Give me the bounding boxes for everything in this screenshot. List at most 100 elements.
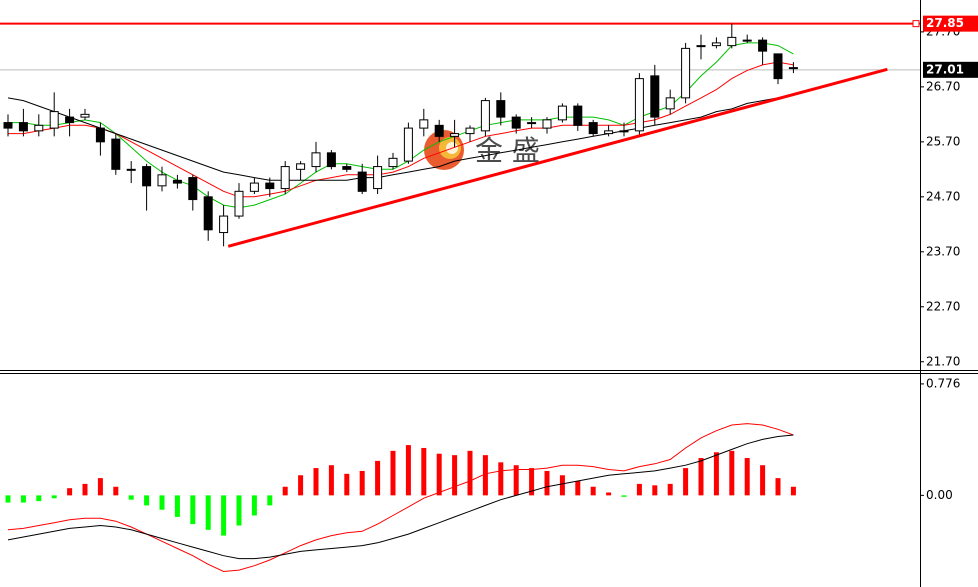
- y-tick-label: 21.70: [926, 354, 960, 368]
- macd-bar: [174, 495, 180, 517]
- macd-bar: [467, 450, 473, 496]
- macd-bar: [236, 495, 242, 526]
- candle-body: [111, 138, 121, 170]
- macd-bar: [298, 475, 304, 496]
- macd-bar: [498, 462, 504, 496]
- macd-bar: [267, 495, 273, 506]
- candle-body: [480, 100, 490, 132]
- y-tick-label: 24.70: [926, 189, 960, 203]
- macd-bar: [667, 483, 673, 496]
- macd-bar: [344, 473, 350, 496]
- macd-bar: [729, 450, 735, 496]
- macd-bar: [67, 488, 73, 496]
- macd-bar: [698, 458, 704, 496]
- macd-bar: [97, 478, 103, 496]
- macd-bar: [5, 495, 11, 503]
- candle-body: [80, 113, 90, 118]
- macd-bar: [775, 478, 781, 496]
- candle-body: [142, 166, 152, 187]
- candle-body: [434, 124, 444, 137]
- macd-bar: [482, 455, 488, 496]
- macd-bar: [113, 486, 119, 496]
- candle-body: [788, 67, 798, 70]
- macd-bar: [221, 495, 227, 536]
- macd-bar: [390, 450, 396, 496]
- candle-body: [588, 122, 598, 135]
- indicator-line: [7, 434, 794, 560]
- macd-bar: [575, 481, 581, 496]
- macd-bar: [328, 465, 334, 496]
- candle-body: [342, 166, 352, 170]
- macd-bar: [405, 445, 411, 496]
- price-label-box: [923, 61, 978, 78]
- indicator-line: [7, 423, 794, 573]
- macd-bar: [313, 468, 319, 496]
- y-tick-label: 0.776: [926, 376, 960, 390]
- macd-bar: [51, 495, 57, 499]
- macd-bar: [436, 453, 442, 496]
- macd-bar: [529, 468, 535, 496]
- macd-bar: [683, 468, 689, 496]
- macd-bar: [144, 495, 150, 506]
- candle-body: [34, 124, 44, 132]
- candle-body: [265, 182, 275, 190]
- indicator-line: [8, 42, 794, 209]
- price-label-box: [923, 15, 978, 32]
- indicator-line: [8, 61, 794, 198]
- y-tick-label: 22.70: [926, 299, 960, 313]
- candle-body: [49, 111, 59, 129]
- candle-body: [203, 196, 213, 231]
- macd-bar: [760, 465, 766, 496]
- candle-body: [681, 47, 691, 99]
- y-tick-label: 23.70: [926, 244, 960, 258]
- candle-body: [773, 53, 783, 80]
- macd-bar: [359, 470, 365, 496]
- price-label: 27.01: [926, 62, 964, 76]
- candle-body: [219, 215, 229, 234]
- candle-body: [65, 116, 75, 124]
- macd-bar: [713, 452, 719, 496]
- candle-body: [711, 42, 721, 47]
- macd-bar: [421, 447, 427, 496]
- macd-bar: [190, 495, 196, 525]
- candle-body: [465, 127, 475, 135]
- y-tick-label: 26.70: [926, 79, 960, 93]
- candle-body: [573, 105, 583, 126]
- candle-body: [511, 116, 521, 129]
- macd-bar: [205, 495, 211, 530]
- candle-body: [403, 127, 413, 162]
- macd-bar: [282, 486, 288, 496]
- watermark-text: 金 盛: [475, 134, 540, 167]
- candle-body: [727, 36, 737, 47]
- indicator-line: [7, 94, 794, 181]
- candle-body: [450, 133, 460, 137]
- candle-body: [296, 163, 306, 170]
- macd-bar: [159, 495, 165, 510]
- macd-bar: [452, 455, 458, 496]
- candle-body: [326, 152, 336, 168]
- candle-body: [18, 122, 28, 132]
- candle-body: [188, 177, 198, 201]
- candle-body: [696, 45, 706, 48]
- candle-body: [650, 75, 660, 118]
- candle-body: [3, 122, 13, 129]
- candle-body: [357, 171, 367, 192]
- y-tick-label: 0.00: [926, 488, 953, 502]
- candle-body: [758, 39, 768, 52]
- trend-line: [227, 67, 888, 248]
- candle-body: [95, 127, 105, 143]
- candle-body: [604, 130, 614, 135]
- candle-body: [280, 166, 290, 190]
- price-marker: [912, 20, 920, 28]
- macd-bar: [251, 495, 257, 516]
- macd-bar: [375, 460, 381, 496]
- macd-bar: [744, 458, 750, 496]
- candle-body: [419, 119, 429, 129]
- candle-body: [373, 166, 383, 190]
- candle-body: [557, 105, 567, 121]
- macd-bar: [652, 485, 658, 496]
- macd-bar: [513, 465, 519, 496]
- macd-bar: [20, 495, 26, 503]
- macd-bar: [82, 483, 88, 496]
